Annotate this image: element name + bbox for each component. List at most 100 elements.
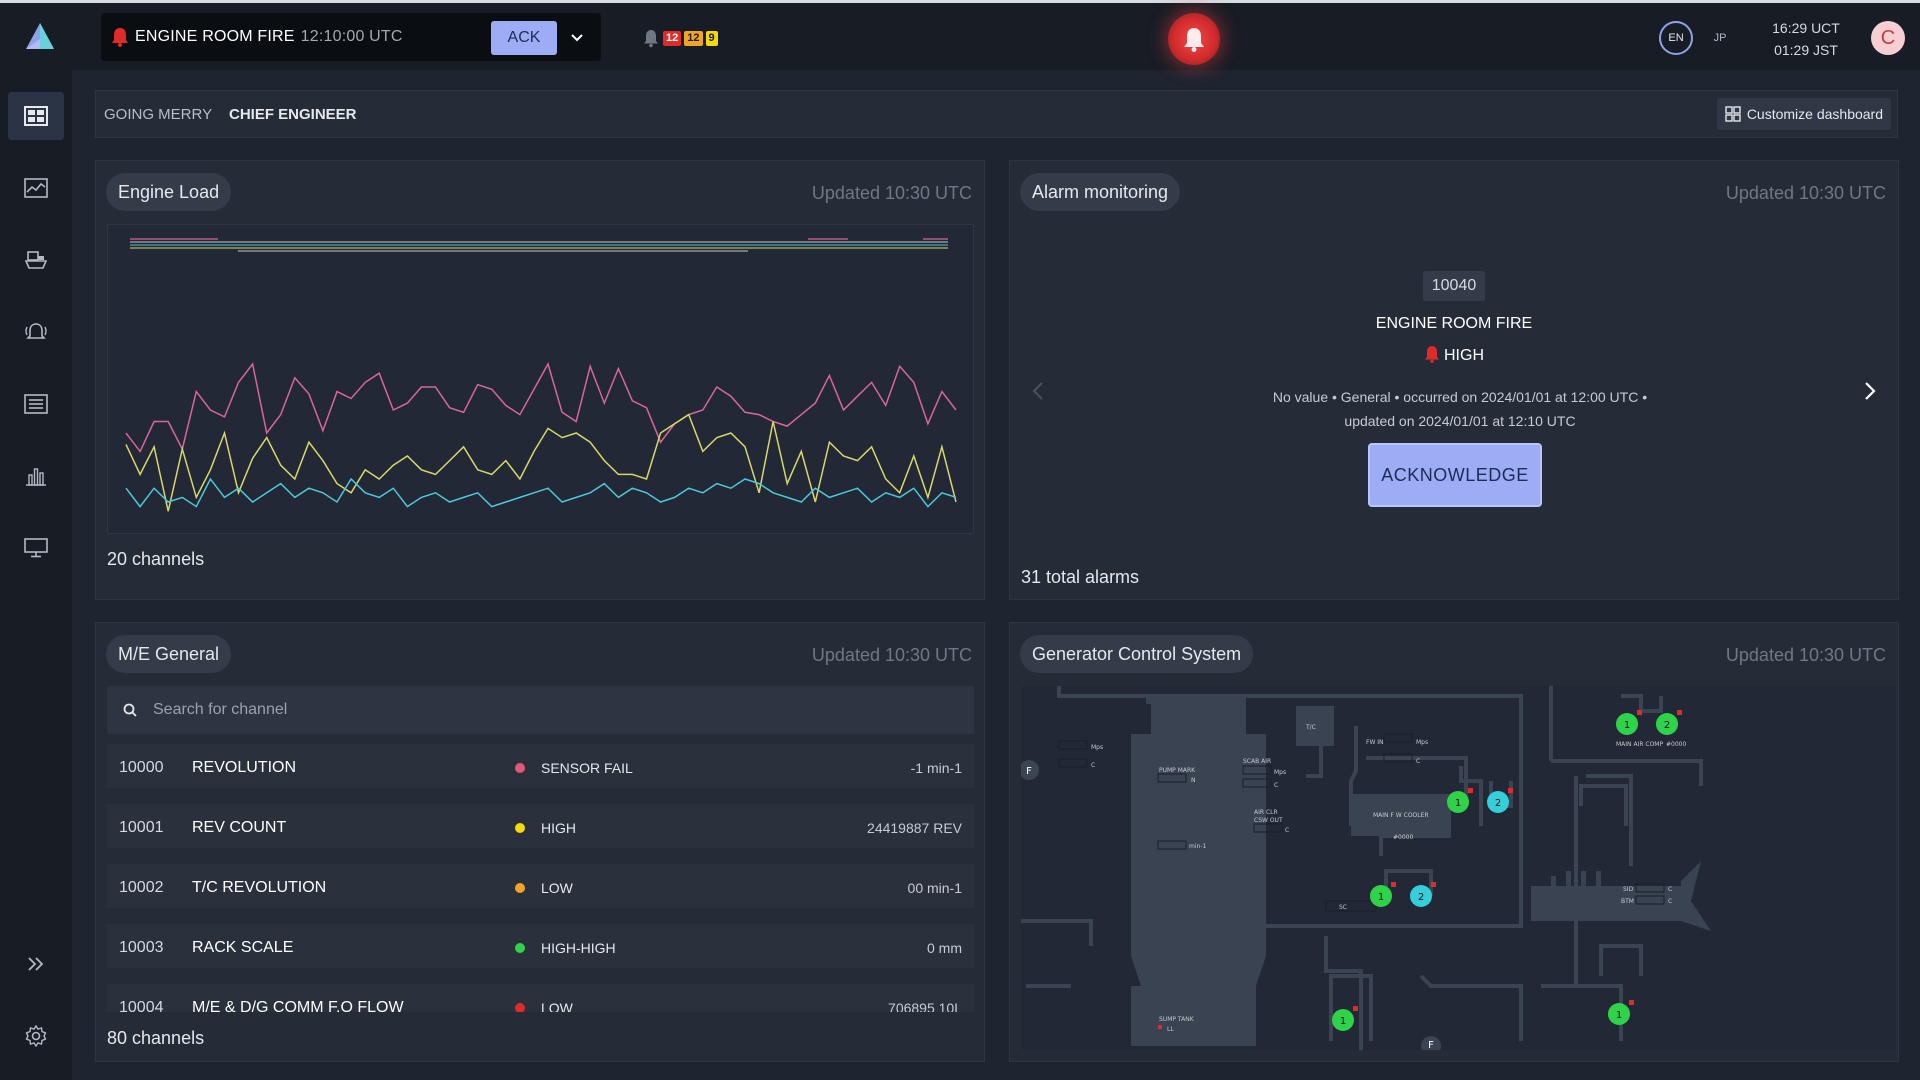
channel-name: REV COUNT [192,819,287,836]
engine-load-updated: Updated 10:30 UTC [811,183,972,203]
channel-id: 10002 [119,879,164,896]
sidebar-expand-button[interactable] [8,940,64,988]
chevron-down-icon[interactable] [565,27,589,49]
nav-alarms[interactable] [8,308,64,356]
channel-list: 10000 REVOLUTION SENSOR FAIL -1 min-1 10… [107,744,974,1012]
alarm-counts[interactable]: 12 12 9 [642,28,718,48]
pump-number: 1 [1616,1010,1622,1021]
critical-count-badge: 12 [663,30,682,46]
chevron-right-icon[interactable] [1860,379,1880,403]
fw-in-label: FW IN [1366,739,1384,746]
active-alarm-title: ENGINE ROOM FIRE 12:10:00 UTC [135,28,403,45]
high-count-badge: 12 [684,30,703,46]
pump-number: 1 [1340,1016,1346,1027]
nav-dashboard[interactable] [8,92,64,140]
pump-2-indicator[interactable]: 2 [1487,788,1513,813]
trend-icon [24,178,48,198]
search-input[interactable] [153,686,953,734]
pump-number: 2 [1418,892,1424,903]
status-dot [515,1003,525,1012]
nav-analytics[interactable] [8,452,64,500]
channel-id: 10004 [119,999,164,1012]
acknowledge-button[interactable]: ACKNOWLEDGE [1368,443,1542,507]
compressor-1-indicator[interactable]: 1 [1616,710,1642,735]
search-icon [123,703,137,717]
engine-load-chart-svg [125,238,957,512]
double-chevron-icon [28,957,44,971]
customize-dashboard-button[interactable]: Customize dashboard [1716,98,1891,130]
nav-ship[interactable] [8,236,64,284]
nav-monitor[interactable] [8,524,64,572]
chart-series-line-3 [125,477,957,508]
generator-panel: Generator Control System Updated 10:30 U… [1009,622,1899,1062]
language-jp-button[interactable]: JP [1713,32,1727,44]
c-label: C [1668,886,1672,893]
warning-count-badge: 9 [705,30,718,46]
pump-1-indicator[interactable]: 1 [1370,882,1396,907]
channel-id: 10003 [119,939,164,956]
chevron-left-icon[interactable] [1028,379,1048,403]
status-dot [515,883,525,893]
field-boxes [1058,733,1665,912]
alarm-monitoring-footer: 31 total alarms [1021,567,1140,587]
sidebar [0,70,72,1080]
compressor-2-indicator[interactable]: 2 [1656,710,1682,735]
language-en-button[interactable]: EN [1659,21,1693,55]
pump-1-indicator[interactable]: 1 [1608,1000,1634,1025]
user-avatar[interactable]: C [1871,21,1905,55]
gear-icon [25,1024,47,1048]
channel-row[interactable]: 10003 RACK SCALE HIGH-HIGH 0 mm [107,924,974,973]
settings-button[interactable] [8,1012,64,1060]
pump-1-indicator[interactable]: 1 [1447,788,1473,813]
pump-number: 1 [1455,798,1461,809]
customize-dashboard-label: Customize dashboard [1746,106,1883,122]
dashboard-icon [24,106,48,126]
bar-chart-icon [26,468,46,486]
generator-diagram-svg: T/C FW IN Mps C Mps C PUMP MARK N min-1 … [1021,686,1711,1050]
engine-load-chart[interactable] [107,224,974,534]
active-alarm-strip[interactable]: ENGINE ROOM FIRE 12:10:00 UTC ACK [101,13,601,61]
flow-indicator-left[interactable]: F [1021,760,1039,780]
channel-row[interactable]: 10004 M/E & D/G COMM F.O FLOW LOW 706895… [107,984,974,1012]
cooler-label: MAIN F W COOLER [1373,812,1429,819]
alarm-description-line1: No value • General • occurred on 2024/01… [1272,389,1648,405]
c-label: C [1091,762,1095,769]
channel-id: 10001 [119,819,164,836]
siren-button[interactable] [1168,13,1220,65]
top-bar: ENGINE ROOM FIRE 12:10:00 UTC ACK 12 12 9… [0,0,1920,70]
list-icon [24,394,48,414]
channel-row[interactable]: 10000 REVOLUTION SENSOR FAIL -1 min-1 [107,744,974,793]
air-clr-label: AIR CLR [1254,809,1278,816]
pump-1-indicator[interactable]: 1 [1332,1006,1358,1031]
breadcrumb-vessel[interactable]: GOING MERRY [104,106,213,123]
nav-trends[interactable] [8,164,64,212]
nav-list[interactable] [8,380,64,428]
channel-name: T/C REVOLUTION [192,879,327,896]
bell-icon [1425,346,1439,363]
channel-value: 0 mm [927,940,962,956]
c-label: C [1416,758,1420,765]
ll-indicator [1158,1025,1162,1029]
monitor-icon [24,538,48,558]
engine-load-panel: Engine Load Updated 10:30 UTC 20 channel… [95,160,985,600]
alarm-bell-icon [1184,28,1204,52]
alarm-code: 10040 [1010,271,1898,301]
generator-diagram[interactable]: T/C FW IN Mps C Mps C PUMP MARK N min-1 … [1021,686,1896,1050]
generator-title: Generator Control System [1020,635,1254,673]
channel-row[interactable]: 10001 REV COUNT HIGH 24419887 REV [107,804,974,853]
engine-load-title: Engine Load [106,173,232,211]
clock: 16:29 UCT 01:29 JST [1768,17,1844,61]
mps-label: Mps [1416,739,1428,746]
scab-air-label: SCAB AIR [1243,758,1271,765]
min-label: min-1 [1189,843,1206,850]
logo-icon[interactable] [24,21,56,53]
channel-row[interactable]: 10002 T/C REVOLUTION LOW 00 min-1 [107,864,974,913]
ack-button[interactable]: ACK [491,21,557,55]
mps-label: Mps [1274,769,1286,776]
status-dot [515,763,525,773]
breadcrumb-role: CHIEF ENGINEER [229,106,357,123]
pump-2-indicator[interactable]: 2 [1410,882,1436,907]
chart-top-bars [130,238,948,252]
flow-indicator-bottom[interactable]: F [1421,1036,1441,1050]
alarm-severity: HIGH [1010,345,1898,365]
